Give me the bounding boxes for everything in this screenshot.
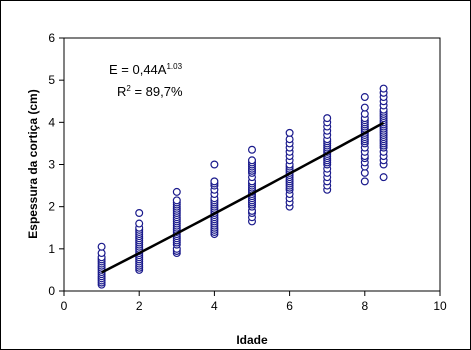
- data-point: [172, 196, 181, 205]
- equation-text: E = 0,44A: [109, 62, 167, 77]
- fit-curve: [101, 121, 385, 274]
- y-axis-title: Espessura da cortiça (cm): [26, 89, 40, 238]
- x-tick-label: 2: [136, 299, 143, 313]
- data-point: [135, 219, 144, 228]
- x-tick-label: 6: [286, 299, 293, 313]
- x-tick-label: 0: [61, 299, 68, 313]
- data-point: [379, 84, 388, 93]
- data-point: [360, 93, 369, 102]
- x-axis-title: Idade: [236, 333, 268, 347]
- data-point: [172, 187, 181, 196]
- trend-line: [101, 121, 385, 274]
- y-tick-label: 4: [48, 115, 55, 129]
- y-tick-label: 3: [48, 158, 55, 172]
- x-tick-label: 8: [361, 299, 368, 313]
- axis-ticks: 0 2 4 6 8 10 0 1 2 3 4 5 6: [48, 31, 447, 313]
- x-tick-label: 10: [433, 299, 447, 313]
- r-squared-label: R2 = 89,7%: [117, 84, 183, 99]
- r-squared-exponent: 2: [126, 84, 131, 93]
- data-point: [248, 156, 257, 165]
- data-point: [248, 145, 257, 154]
- equation-label: E = 0,44A1.03: [109, 62, 183, 77]
- data-point: [285, 128, 294, 137]
- y-tick-label: 5: [48, 73, 55, 87]
- r-squared-value: = 89,7%: [131, 84, 183, 99]
- data-point: [360, 103, 369, 112]
- data-point: [135, 208, 144, 217]
- y-tick-label: 1: [48, 242, 55, 256]
- data-point: [323, 114, 332, 123]
- y-tick-label: 0: [48, 284, 55, 298]
- x-tick-label: 4: [211, 299, 218, 313]
- data-point: [210, 160, 219, 169]
- r-squared-prefix: R: [117, 84, 126, 99]
- data-point: [210, 177, 219, 186]
- equation-exponent: 1.03: [166, 62, 182, 71]
- data-point: [360, 177, 369, 186]
- data-point: [97, 242, 106, 251]
- data-point: [379, 173, 388, 182]
- y-tick-label: 2: [48, 200, 55, 214]
- y-tick-label: 6: [48, 31, 55, 45]
